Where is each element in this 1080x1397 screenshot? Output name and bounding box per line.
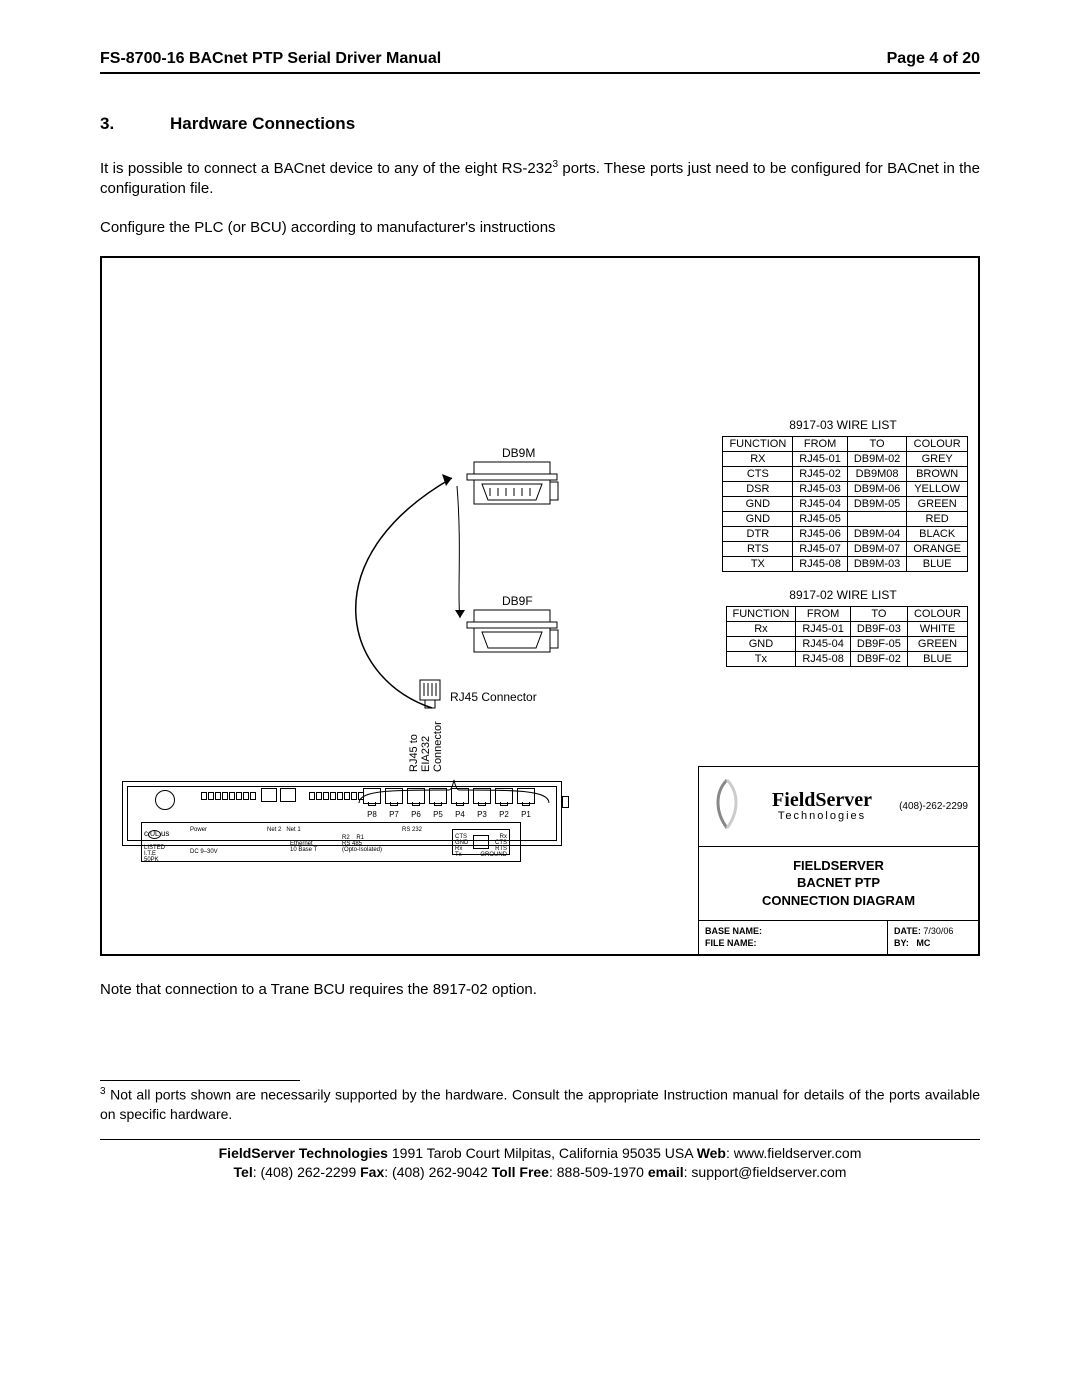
- paragraph-1: It is possible to connect a BACnet devic…: [100, 158, 980, 200]
- footnote: 3 Not all ports shown are necessarily su…: [100, 1085, 980, 1123]
- diagram-meta: BASE NAME: FILE NAME: DATE: 7/30/06 BY: …: [699, 921, 978, 954]
- section-number: 3.: [100, 114, 170, 134]
- connection-arrow-icon: [302, 458, 482, 718]
- logo-main-text: FieldServer: [772, 790, 872, 810]
- page-footer: FieldServer Technologies 1991 Tarob Cour…: [100, 1144, 980, 1182]
- header-page: Page 4 of 20: [887, 50, 980, 68]
- section-title: Hardware Connections: [170, 114, 355, 134]
- fieldserver-device-icon: P8P7P6P5P4P3P2P1 cULus LISTEDI.T.E50PK P…: [122, 781, 562, 846]
- section-heading: 3. Hardware Connections: [100, 114, 980, 134]
- rj45-eia232-label: RJ45 toEIA232Connector: [408, 721, 444, 772]
- diagram-info-block: FieldServer Technologies (408)-262-2299 …: [698, 766, 978, 954]
- diagram-title: FIELDSERVER BACNET PTP CONNECTION DIAGRA…: [699, 847, 978, 921]
- wire-list-1-title: 8917-03 WIRE LIST: [718, 418, 968, 432]
- paragraph-2: Configure the PLC (or BCU) according to …: [100, 218, 980, 238]
- device-lower-panel: cULus LISTEDI.T.E50PK Power DC 9–30V Eth…: [141, 822, 521, 862]
- page-header: FS-8700-16 BACnet PTP Serial Driver Manu…: [100, 50, 980, 74]
- header-title: FS-8700-16 BACnet PTP Serial Driver Manu…: [100, 50, 441, 68]
- logo-sub-text: Technologies: [772, 810, 872, 822]
- logo-phone: (408)-262-2299: [899, 801, 968, 812]
- wire-list-1-table: FUNCTIONFROMTOCOLOURRXRJ45-01DB9M-02GREY…: [722, 436, 968, 572]
- footnote-rule: [100, 1080, 300, 1081]
- wire-list-2-table: FUNCTIONFROMTOCOLOURRxRJ45-01DB9F-03WHIT…: [726, 606, 969, 667]
- wire-list-2-title: 8917-02 WIRE LIST: [718, 588, 968, 602]
- fieldserver-logo-icon: [709, 776, 745, 836]
- note-text: Note that connection to a Trane BCU requ…: [100, 980, 980, 1000]
- connection-diagram: 8917-03 WIRE LIST FUNCTIONFROMTOCOLOURRX…: [100, 256, 980, 956]
